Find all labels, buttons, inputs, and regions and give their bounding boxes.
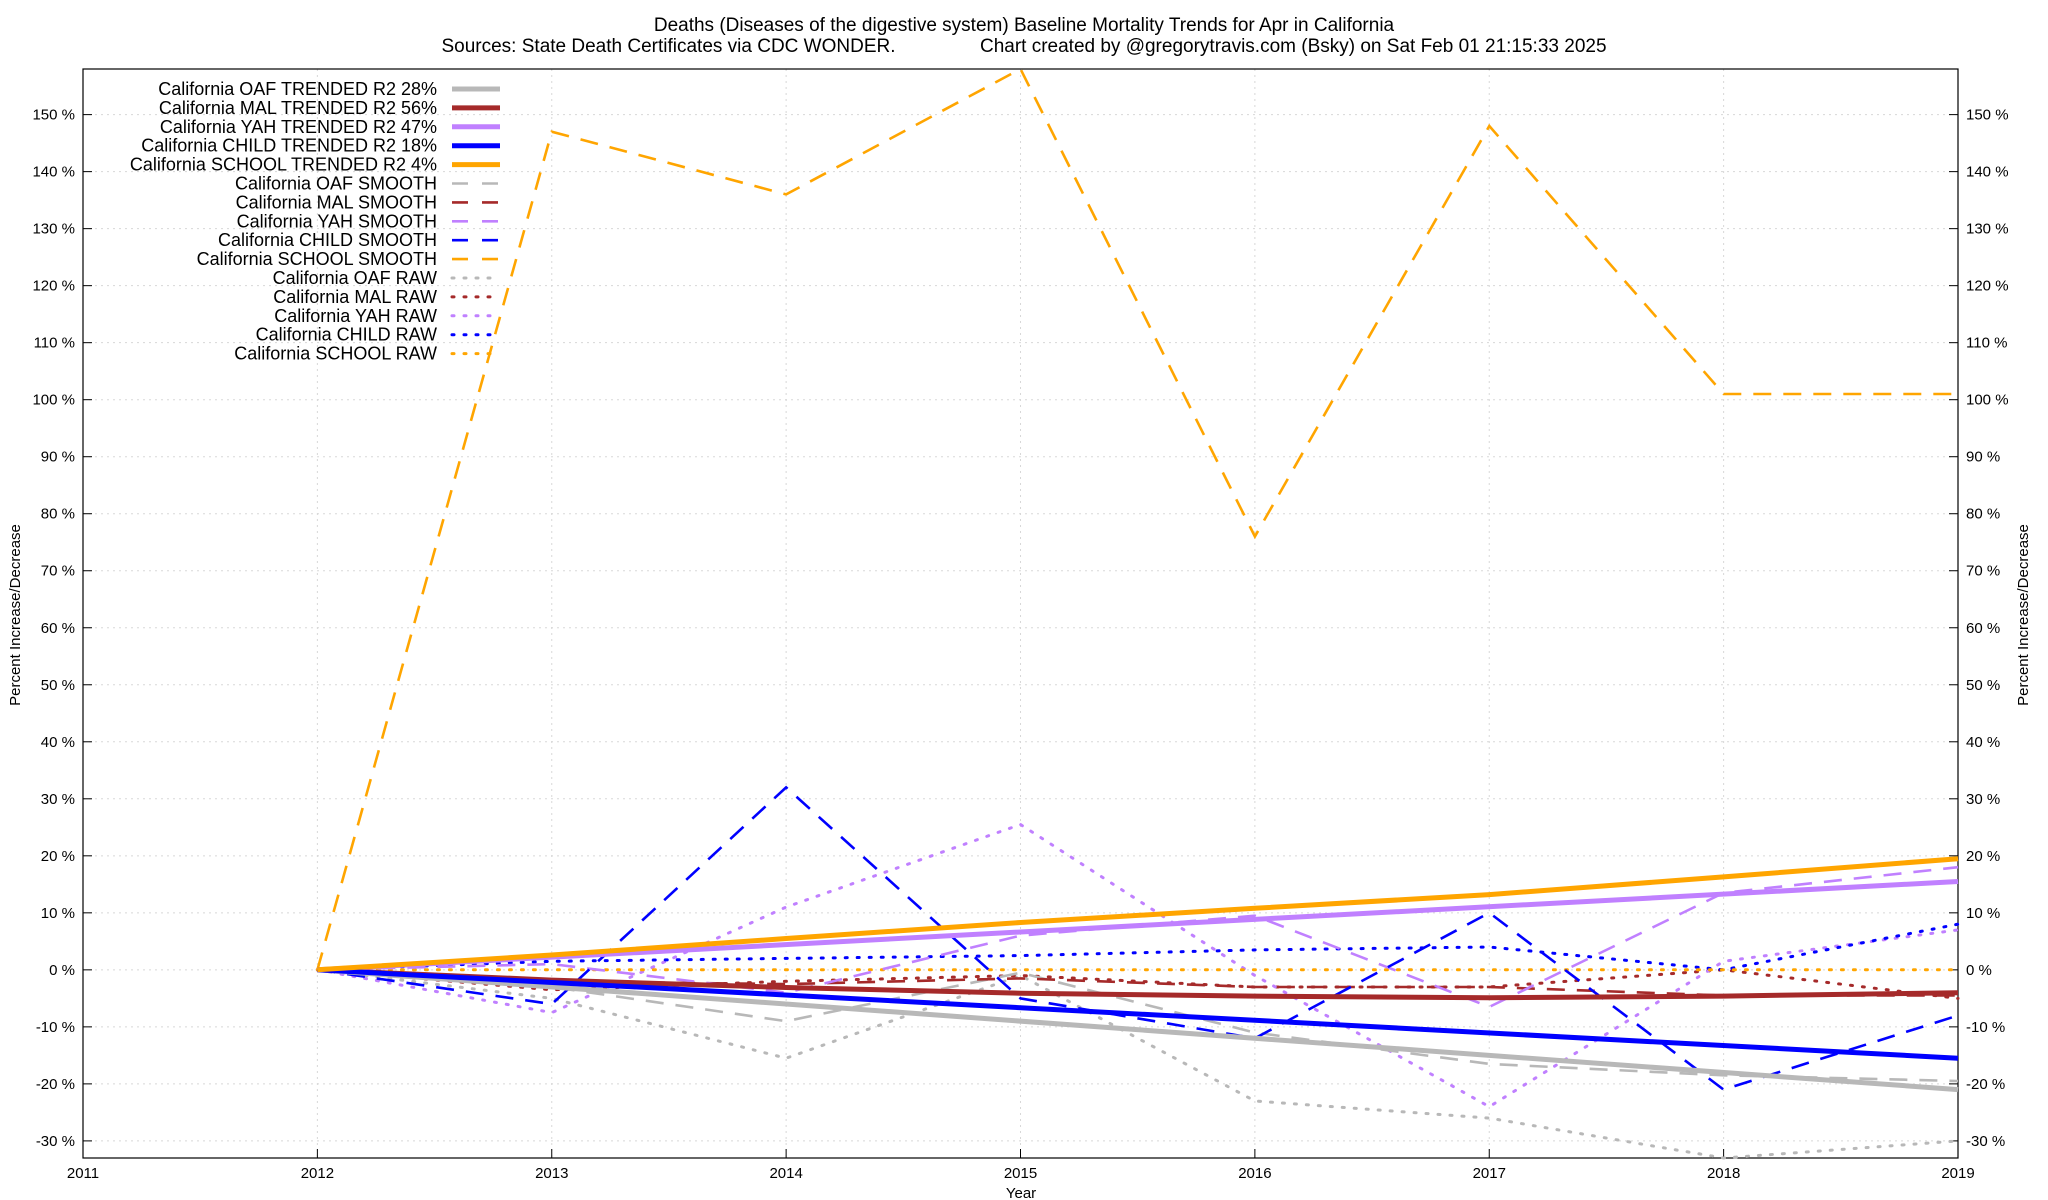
y-tick-label: -20 % [36,1076,75,1093]
y2-tick-label: 150 % [1966,107,2009,124]
series-line-8 [317,785,1959,1092]
y-axis-label: Percent Increase/Decrease [7,524,24,706]
x-tick-label: 2017 [1473,1165,1506,1182]
y2-tick-label: 60 % [1966,620,2000,637]
legend-label-7: California YAH SMOOTH [237,211,437,231]
series-line-13 [315,922,1960,972]
y-tick-label: 0 % [49,962,75,979]
y2-tick-label: 50 % [1966,677,2000,694]
series-line-1 [317,967,1959,1001]
x-tick-label: 2015 [1004,1165,1037,1182]
y2-tick-label: 30 % [1966,791,2000,808]
legend-label-5: California OAF SMOOTH [235,174,437,194]
x-tick-label: 2016 [1238,1165,1271,1182]
legend-label-4: California SCHOOL TRENDED R2 4% [130,155,437,175]
x-axis-label: Year [1006,1185,1036,1200]
y2-tick-label: 0 % [1966,962,1992,979]
y2-tick-label: 90 % [1966,449,2000,466]
x-tick-label: 2014 [769,1165,802,1182]
y-tick-label: 100 % [32,392,75,409]
legend-label-10: California OAF RAW [273,268,437,288]
series-line-3 [317,967,1959,1061]
y2-tick-label: 80 % [1966,506,2000,523]
y2-tick-label: 130 % [1966,221,2009,238]
legend: California OAF TRENDED R2 28%California … [130,79,502,364]
y-tick-label: 50 % [41,677,75,694]
y-tick-label: 40 % [41,734,75,751]
y-tick-label: -30 % [36,1133,75,1150]
y2-tick-label: 140 % [1966,164,2009,181]
y2-tick-label: 40 % [1966,734,2000,751]
series-line-4 [317,856,1959,973]
y2-tick-label: 120 % [1966,278,2009,295]
legend-label-14: California SCHOOL RAW [234,344,437,364]
y-tick-label: 10 % [41,905,75,922]
series-group [315,67,1960,1160]
series-line-5 [317,968,1959,1083]
series-line-9 [316,67,1958,971]
legend-label-6: California MAL SMOOTH [236,192,437,212]
y2-tick-label: -30 % [1966,1133,2005,1150]
y-tick-label: 150 % [32,107,75,124]
y-tick-label: 120 % [32,278,75,295]
y-tick-label: 130 % [32,221,75,238]
y-tick-label: 90 % [41,449,75,466]
series-line-2 [317,879,1959,973]
y2-tick-label: 110 % [1966,335,2007,352]
x-tick-label: 2013 [535,1165,568,1182]
x-tick-label: 2019 [1941,1165,1974,1182]
y2-tick-label: 100 % [1966,392,2009,409]
legend-label-0: California OAF TRENDED R2 28% [158,79,437,99]
grid [82,69,1959,1158]
y-tick-label: 70 % [41,563,75,580]
legend-label-13: California CHILD RAW [256,325,437,345]
legend-label-1: California MAL TRENDED R2 56% [159,98,437,118]
legend-label-11: California MAL RAW [273,287,437,307]
y2-tick-label: 10 % [1966,905,2000,922]
y2-tick-label: -10 % [1966,1019,2005,1036]
y2-axis-label: Percent Increase/Decrease [2015,524,2032,706]
y-tick-label: 110 % [34,335,75,352]
chart-title: Deaths (Diseases of the digestive system… [654,15,1395,36]
legend-label-12: California YAH RAW [274,306,437,326]
y-tick-label: 60 % [41,620,75,637]
y-tick-label: 80 % [41,506,75,523]
legend-label-8: California CHILD SMOOTH [218,230,437,250]
series-line-0 [317,967,1959,1093]
y-tick-label: 140 % [32,164,75,181]
x-tick-label: 2012 [301,1165,334,1182]
y2-tick-label: 70 % [1966,563,2000,580]
legend-label-3: California CHILD TRENDED R2 18% [141,136,437,156]
x-tick-label: 2011 [67,1165,99,1182]
y2-tick-label: 20 % [1966,848,2000,865]
y-tick-label: -10 % [36,1019,75,1036]
y-tick-label: 30 % [41,791,75,808]
legend-label-9: California SCHOOL SMOOTH [197,249,437,269]
series-line-7 [317,865,1959,1009]
legend-label-2: California YAH TRENDED R2 47% [160,117,437,137]
y2-tick-label: -20 % [1966,1076,2005,1093]
series-line-11 [315,968,1960,1000]
axes: -30 % -30 % -20 % -20 % -10 % -10 % 0 % 0 % 10 %… [32,68,2009,1182]
y-tick-label: 20 % [41,848,75,865]
x-tick-label: 2018 [1707,1165,1740,1182]
chart-subtitle: Sources: State Death Certificates via CD… [441,36,1606,57]
series-line-10 [315,968,1960,1160]
